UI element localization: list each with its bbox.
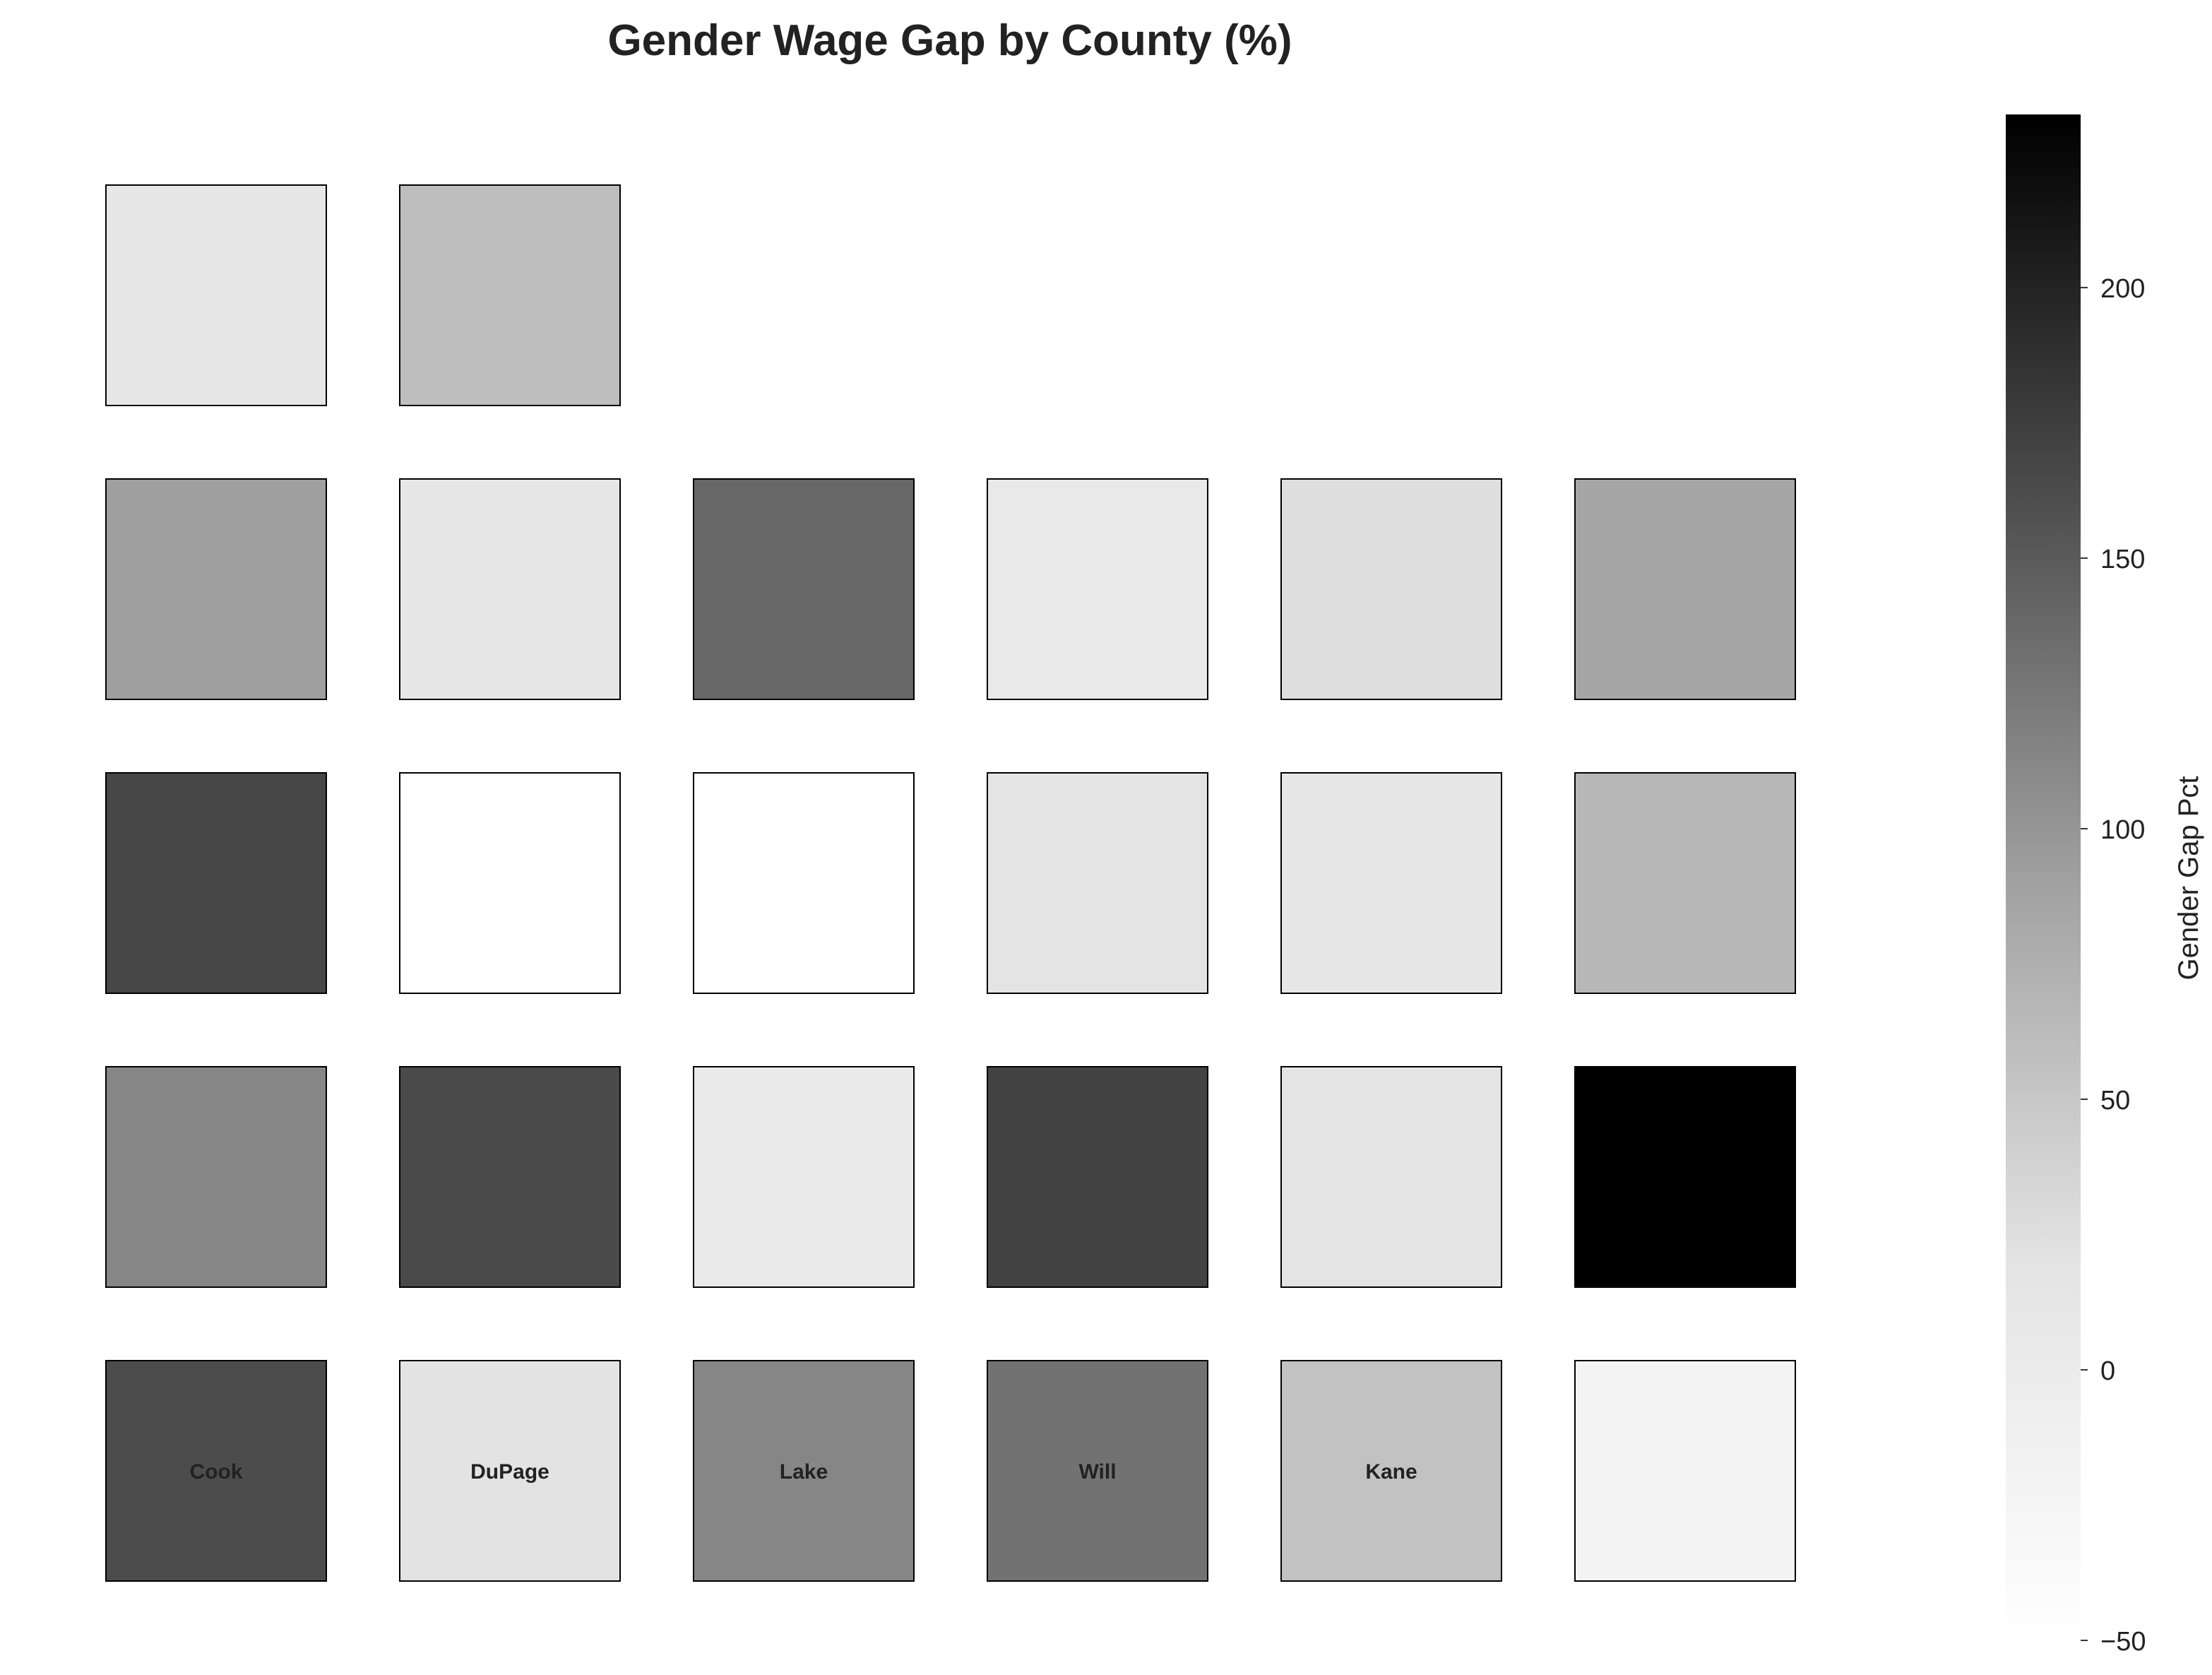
heatmap-tile <box>1574 772 1796 994</box>
heatmap-tile <box>1280 1066 1502 1288</box>
heatmap-tile <box>105 1360 327 1582</box>
heatmap-tile <box>1280 1360 1502 1582</box>
heatmap-tile <box>987 478 1208 700</box>
heatmap-tile <box>693 478 915 700</box>
heatmap-tile <box>693 772 915 994</box>
heatmap-tile <box>105 772 327 994</box>
tile-label: DuPage <box>470 1460 549 1484</box>
colorbar-tick-label: 100 <box>2100 815 2145 845</box>
heatmap-tile <box>1280 478 1502 700</box>
heatmap-tile <box>693 1360 915 1582</box>
heatmap-tile <box>987 772 1208 994</box>
colorbar-gradient <box>2006 114 2081 1640</box>
tile-label: Will <box>1078 1460 1116 1484</box>
heatmap-tile <box>399 478 621 700</box>
colorbar-tick-label: 200 <box>2100 274 2145 304</box>
heatmap-tile <box>105 478 327 700</box>
heatmap-tile <box>105 1066 327 1288</box>
tile-label: Lake <box>780 1460 828 1484</box>
chart-title: Gender Wage Gap by County (%) <box>607 16 1292 65</box>
heatmap-tile <box>399 1360 621 1582</box>
colorbar-tick-label: 0 <box>2100 1356 2115 1386</box>
tile-label: Cook <box>190 1460 243 1484</box>
tile-label: Kane <box>1365 1460 1417 1484</box>
colorbar: −50 0 50 100 150 200 Gender Gap Pct <box>2006 114 2204 1657</box>
colorbar-ticks: −50 0 50 100 150 200 <box>2081 274 2146 1657</box>
heatmap-tile <box>399 1066 621 1288</box>
heatmap-tile <box>1574 478 1796 700</box>
heatmap-tile <box>987 1066 1208 1288</box>
heatmap-tile <box>105 184 327 406</box>
heatmap-tile <box>1574 1066 1796 1288</box>
colorbar-tick-label: 50 <box>2100 1086 2130 1115</box>
heatmap-tile <box>399 184 621 406</box>
colorbar-label: Gender Gap Pct <box>2173 776 2204 980</box>
heatmap-tile <box>399 772 621 994</box>
heatmap-tile <box>987 1360 1208 1582</box>
heatmap-tiles: Cook DuPage Lake Will Kane <box>105 184 1796 1582</box>
colorbar-tick-label: −50 <box>2100 1627 2146 1657</box>
heatmap-tile <box>1574 1360 1796 1582</box>
heatmap-tile <box>1280 772 1502 994</box>
heatmap-tile <box>693 1066 915 1288</box>
colorbar-tick-label: 150 <box>2100 545 2145 574</box>
